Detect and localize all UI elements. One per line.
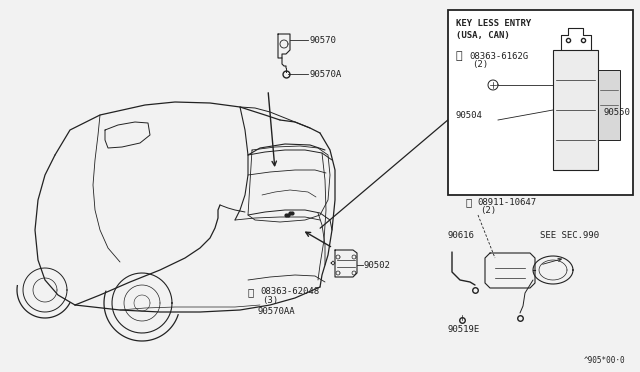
Text: 90502: 90502 — [364, 260, 391, 269]
Text: (2): (2) — [480, 206, 496, 215]
Text: 08363-6162G: 08363-6162G — [469, 51, 528, 61]
Bar — [598, 70, 620, 140]
Text: (USA, CAN): (USA, CAN) — [456, 31, 509, 40]
Text: 90570A: 90570A — [310, 70, 342, 78]
Text: (2): (2) — [472, 60, 488, 69]
Text: 08911-10647: 08911-10647 — [477, 198, 536, 206]
Text: SEE SEC.99Θ: SEE SEC.99Θ — [540, 231, 599, 240]
Bar — [553, 50, 598, 170]
Text: 90550: 90550 — [603, 108, 630, 117]
Text: 08363-62048: 08363-62048 — [260, 288, 319, 296]
Text: 90504: 90504 — [456, 111, 483, 120]
Bar — [448, 10, 633, 195]
Text: KEY LESS ENTRY: KEY LESS ENTRY — [456, 19, 531, 28]
Text: Ⓝ: Ⓝ — [465, 197, 471, 207]
Text: Ⓢ: Ⓢ — [248, 287, 254, 297]
Text: 90616: 90616 — [448, 231, 475, 240]
Text: ^905*00·0: ^905*00·0 — [584, 356, 625, 365]
Text: 90519E: 90519E — [448, 325, 480, 334]
Text: 90570AA: 90570AA — [258, 307, 296, 316]
Text: (3): (3) — [262, 296, 278, 305]
Text: 90570: 90570 — [310, 35, 337, 45]
Text: Ⓢ: Ⓢ — [456, 51, 463, 61]
